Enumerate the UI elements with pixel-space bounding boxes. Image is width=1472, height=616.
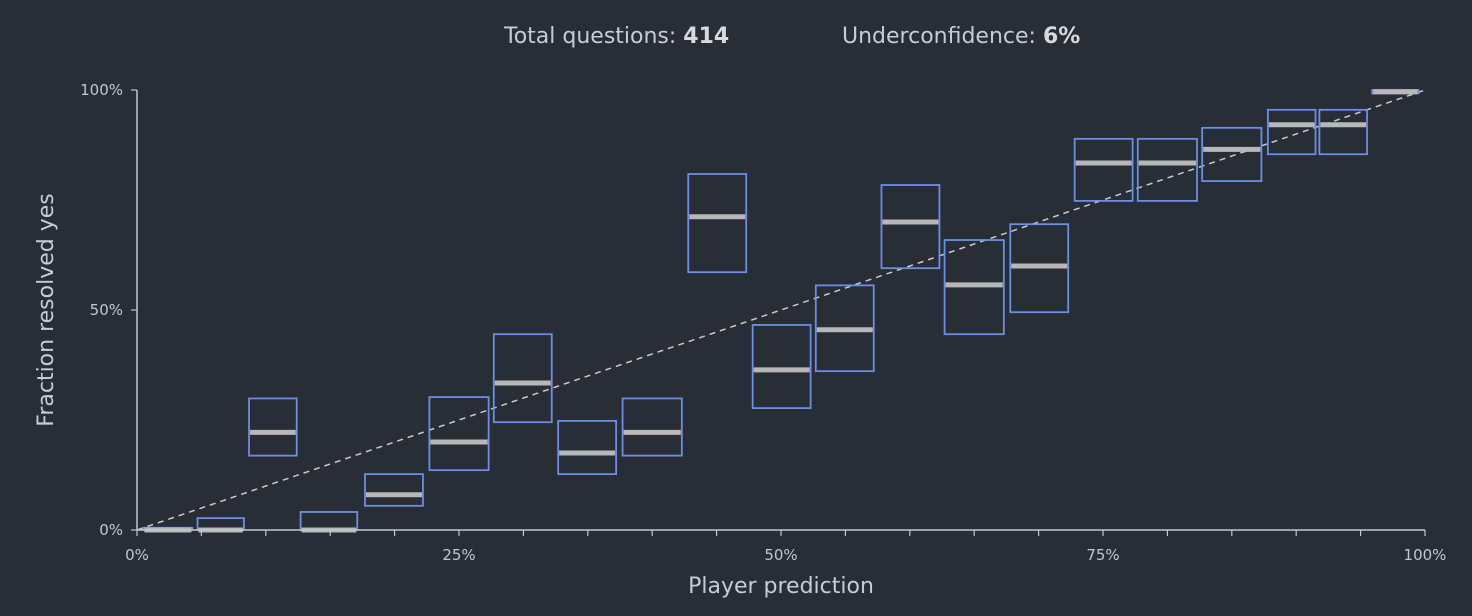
bin <box>880 184 941 270</box>
underconfidence-label: Underconfidence: <box>842 24 1036 49</box>
total-questions-stat: Total questions: 414 <box>504 24 729 49</box>
y-tick-label: 100% <box>80 81 123 99</box>
bin-box <box>687 173 748 274</box>
bin-box <box>814 284 875 373</box>
bin <box>1009 223 1070 314</box>
total-questions-label: Total questions: <box>504 24 677 49</box>
bin <box>364 473 424 507</box>
stats-header: Total questions: 414 Underconfidence: 6% <box>0 24 1472 56</box>
diagonal-line <box>136 89 1426 531</box>
bin <box>943 239 1005 336</box>
bin-box <box>1201 126 1263 182</box>
bin-box <box>880 184 941 270</box>
bin-box <box>1318 108 1368 156</box>
bin <box>1266 108 1317 156</box>
x-tick-label: 100% <box>1404 546 1447 564</box>
y-tick-label: 0% <box>99 521 123 539</box>
bin <box>1136 137 1198 202</box>
bin <box>687 173 748 274</box>
bin-box <box>1073 137 1134 202</box>
bin <box>751 324 812 410</box>
bin <box>621 397 683 457</box>
x-tick-label: 0% <box>125 546 149 564</box>
bin <box>1371 89 1420 95</box>
bin <box>1073 137 1134 202</box>
bin-box <box>943 239 1005 336</box>
bin <box>428 396 490 472</box>
bin <box>557 419 618 476</box>
axes-layer: 0% 25% 50% 75% 100% 0% 50% 100% <box>80 81 1446 564</box>
bin-box <box>492 333 553 424</box>
bins-layer <box>142 89 1420 533</box>
bin-box <box>1136 137 1198 202</box>
diagonal-reference <box>136 89 1426 531</box>
x-tick-label: 75% <box>1086 546 1119 564</box>
bin-box <box>248 397 298 457</box>
bin-box <box>299 511 359 531</box>
bin-box <box>1266 108 1317 156</box>
bin-box <box>428 396 490 472</box>
bin <box>248 397 298 457</box>
underconfidence-stat: Underconfidence: 6% <box>842 24 1080 49</box>
underconfidence-value: 6% <box>1042 24 1081 49</box>
x-tick-label: 25% <box>442 546 475 564</box>
bin <box>196 517 245 533</box>
bin-box <box>1009 223 1070 314</box>
x-axis-title: Player prediction <box>688 574 874 599</box>
bin <box>492 333 553 424</box>
bin-box <box>621 397 683 457</box>
bin-box <box>364 473 424 507</box>
y-axis-title: Fraction resolved yes <box>34 193 59 426</box>
bin-box <box>557 419 618 476</box>
bin <box>1201 126 1263 182</box>
bin <box>299 511 359 533</box>
y-tick-label: 50% <box>90 301 123 319</box>
total-questions-value: 414 <box>683 24 730 49</box>
bin-box <box>751 324 812 410</box>
bin <box>814 284 875 373</box>
bin <box>1318 108 1368 156</box>
x-tick-label: 50% <box>764 546 797 564</box>
